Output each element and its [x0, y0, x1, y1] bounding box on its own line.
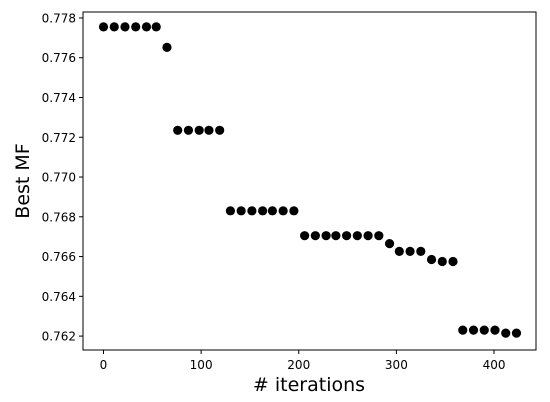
- data-point: [490, 326, 499, 335]
- data-point: [215, 126, 224, 135]
- y-tick-label: 0.768: [42, 210, 76, 224]
- data-point: [279, 206, 288, 215]
- data-point: [289, 206, 298, 215]
- data-point: [142, 22, 151, 31]
- data-point: [438, 257, 447, 266]
- x-tick-label: 400: [483, 358, 506, 372]
- data-point: [480, 326, 489, 335]
- data-point: [385, 239, 394, 248]
- data-point: [512, 329, 521, 338]
- x-tick-label: 200: [287, 358, 310, 372]
- y-tick-label: 0.776: [42, 51, 76, 65]
- x-tick-label: 300: [385, 358, 408, 372]
- y-tick-label: 0.762: [42, 330, 76, 344]
- data-point: [363, 231, 372, 240]
- data-point: [300, 231, 309, 240]
- data-point: [395, 247, 404, 256]
- data-point: [173, 126, 182, 135]
- data-point: [237, 206, 246, 215]
- data-point: [427, 255, 436, 264]
- y-tick-label: 0.770: [42, 171, 76, 185]
- data-point: [184, 126, 193, 135]
- data-point: [120, 22, 129, 31]
- data-point: [321, 231, 330, 240]
- data-point: [131, 22, 140, 31]
- data-point: [195, 126, 204, 135]
- data-point: [162, 43, 171, 52]
- y-tick-label: 0.778: [42, 11, 76, 25]
- y-tick-label: 0.766: [42, 250, 76, 264]
- data-point: [353, 231, 362, 240]
- data-point: [331, 231, 340, 240]
- data-point: [258, 206, 267, 215]
- x-axis-title: # iterations: [253, 374, 365, 396]
- y-axis-title: Best MF: [12, 143, 34, 218]
- data-point: [448, 257, 457, 266]
- data-point: [110, 22, 119, 31]
- data-point: [99, 22, 108, 31]
- data-point: [247, 206, 256, 215]
- x-tick-label: 100: [190, 358, 213, 372]
- data-point: [342, 231, 351, 240]
- data-point: [405, 247, 414, 256]
- plot-frame: [83, 12, 536, 350]
- data-point: [226, 206, 235, 215]
- data-point: [152, 22, 161, 31]
- y-tick-label: 0.774: [42, 91, 76, 105]
- data-point: [268, 206, 277, 215]
- data-point: [458, 326, 467, 335]
- y-axis: 0.762 0.764 0.766 0.768 0.770 0.772 0.774 0.776…: [42, 11, 83, 343]
- data-point: [311, 231, 320, 240]
- y-tick-label: 0.764: [42, 290, 76, 304]
- data-point: [416, 247, 425, 256]
- data-point: [469, 326, 478, 335]
- data-point: [501, 329, 510, 338]
- x-tick-label: 0: [100, 358, 108, 372]
- y-tick-label: 0.772: [42, 131, 76, 145]
- data-point: [374, 231, 383, 240]
- x-axis: 0 100 200 300 400: [100, 350, 506, 372]
- data-point: [204, 126, 213, 135]
- data-points: [99, 22, 521, 337]
